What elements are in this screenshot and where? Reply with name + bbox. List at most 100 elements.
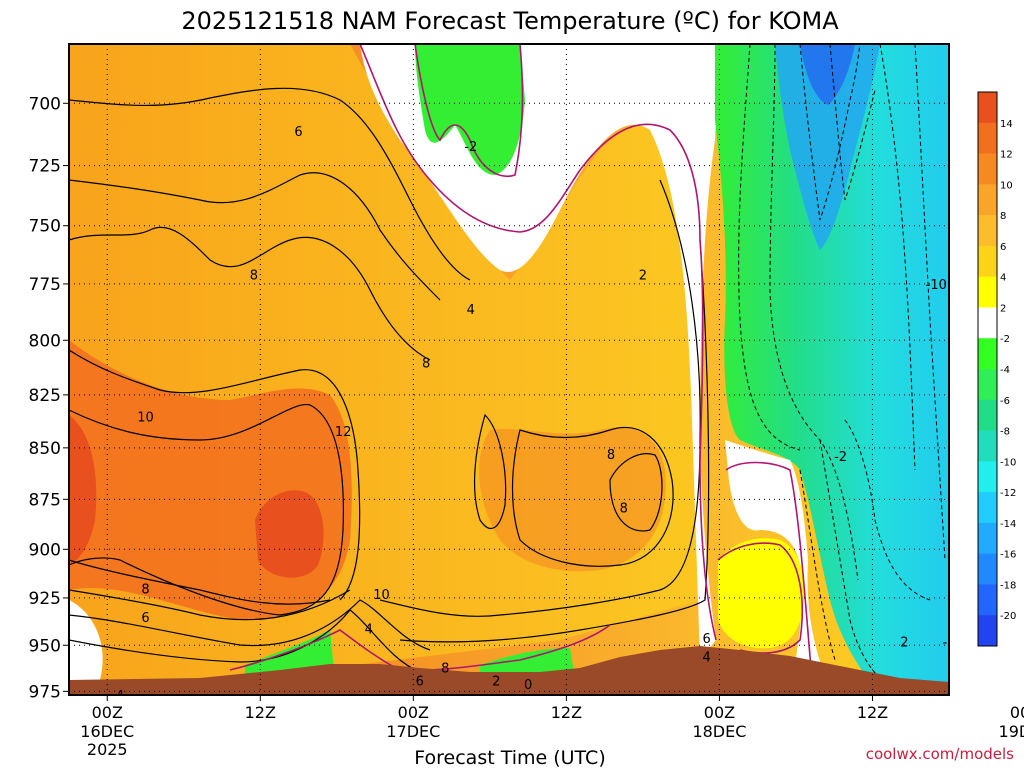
colorbar-label: -14 xyxy=(1000,519,1016,530)
x-axis: 00Z16DEC202512Z00Z17DEC12Z00Z18DEC12Z00Z… xyxy=(80,695,1024,759)
x-tick-label: 00Z xyxy=(398,703,429,722)
colorbar-label: -18 xyxy=(1000,580,1016,591)
colorbar-swatch xyxy=(978,92,997,124)
contour-label: 8 xyxy=(620,501,628,516)
contour-label: 8 xyxy=(422,356,430,371)
contour-label: 4 xyxy=(365,622,373,637)
x-tick-label: 00Z xyxy=(92,703,123,722)
colorbar-label: -20 xyxy=(1000,611,1016,622)
y-tick-label: 750 xyxy=(29,217,61,237)
y-tick-label: 725 xyxy=(29,157,61,177)
y-tick-label: 900 xyxy=(29,540,61,560)
contour-label: 6 xyxy=(416,674,424,689)
colorbar-label: 12 xyxy=(1000,150,1013,161)
colorbar-label: -4 xyxy=(1000,365,1010,376)
credit-text: coolwx.com/models xyxy=(866,745,1014,763)
x-tick-label: 00Z xyxy=(1010,703,1024,722)
contour-label: 10 xyxy=(373,588,390,603)
colorbar: 14 12 10 8 6 4 2 -2 -4 -6 -8 -10 -12 -14 -16 -18 -20 xyxy=(977,91,1016,647)
colorbar-swatch xyxy=(978,584,997,616)
colorbar-label: -10 xyxy=(1000,457,1016,468)
contour-label: 6 xyxy=(141,611,149,626)
contour-label: 8 xyxy=(441,662,449,677)
contour-label: 6 xyxy=(703,632,711,647)
terrain xyxy=(69,646,949,695)
colorbar-swatch xyxy=(978,430,997,462)
field-white-band xyxy=(360,44,720,660)
colorbar-label: -2 xyxy=(1000,334,1010,345)
colorbar-label: -8 xyxy=(1000,427,1010,438)
contour-label: 6 xyxy=(294,125,302,140)
y-tick-label: 800 xyxy=(29,331,61,351)
x-tick-label: 12Z xyxy=(857,703,888,722)
x-tick-label: 12Z xyxy=(245,703,276,722)
field-white-right xyxy=(725,440,830,690)
contour-label: 4 xyxy=(703,650,711,665)
colorbar-swatch xyxy=(978,615,997,647)
colorbar-swatch xyxy=(978,522,997,555)
colorbar-label: 14 xyxy=(1000,119,1013,130)
y-tick-label: 950 xyxy=(29,636,61,656)
colorbar-swatch xyxy=(978,307,997,339)
colorbar-swatch xyxy=(978,492,997,524)
contour-label: -6 xyxy=(943,636,956,651)
contour-label: 8 xyxy=(250,269,258,284)
contour-label: 0 xyxy=(524,678,532,693)
colorbar-label: -6 xyxy=(1000,396,1010,407)
y-tick-label: 775 xyxy=(29,275,61,295)
x-axis-label: Forecast Time (UTC) xyxy=(414,747,605,768)
colorbar-label: 4 xyxy=(1000,273,1006,284)
colorbar-label: -12 xyxy=(1000,488,1016,499)
colorbar-swatch xyxy=(978,215,997,247)
y-tick-label: 700 xyxy=(29,94,61,114)
field-white-low xyxy=(69,600,103,690)
contour-label: 2 xyxy=(492,674,500,689)
colorbar-swatch xyxy=(978,245,997,278)
y-tick-label: 875 xyxy=(29,490,61,510)
field-hot-core-left xyxy=(69,415,97,565)
colorbar-swatch xyxy=(978,461,997,493)
colorbar-swatch xyxy=(978,184,997,216)
field-cold-mass xyxy=(715,44,949,695)
x-tick-date: 18DEC xyxy=(692,722,746,741)
contour-label: 8 xyxy=(607,448,615,463)
x-tick-year: 2025 xyxy=(87,740,128,759)
contour-label: -8 xyxy=(962,580,975,595)
field-cold-deep-core xyxy=(800,44,855,105)
field-yellow-right-low xyxy=(718,538,805,649)
colorbar-swatch xyxy=(978,338,997,370)
contour-lines xyxy=(69,87,710,673)
field-cold-blue-core xyxy=(775,44,880,250)
plot-frame xyxy=(68,43,950,696)
contour-label: -2 xyxy=(834,450,847,465)
colorbar-label: 6 xyxy=(1000,242,1006,253)
x-tick-label: 00Z xyxy=(704,703,735,722)
contour-label: 2 xyxy=(900,636,908,651)
field-warm-center xyxy=(479,427,666,572)
y-tick-label: 825 xyxy=(29,386,61,406)
colorbar-label: 8 xyxy=(1000,211,1006,222)
contour-label: 10 xyxy=(137,410,154,425)
colorbar-swatch xyxy=(978,122,997,155)
y-tick-label: 925 xyxy=(29,589,61,609)
contour-label: 8 xyxy=(141,582,149,597)
x-tick-date: 19DEC xyxy=(999,722,1024,741)
contour-label: 12 xyxy=(335,425,352,440)
field-green-top xyxy=(415,44,525,175)
x-tick-date: 17DEC xyxy=(386,722,440,741)
y-tick-label: 975 xyxy=(29,682,61,702)
contour-label: 4 xyxy=(467,303,475,318)
x-tick-label: 12Z xyxy=(551,703,582,722)
field-hot-core xyxy=(255,490,324,578)
colorbar-swatch xyxy=(978,399,997,432)
contour-label: 2 xyxy=(639,269,647,284)
grid xyxy=(69,44,949,695)
colorbar-swatch xyxy=(978,369,997,401)
contour-label: -2 xyxy=(464,140,477,155)
colorbar-label: -16 xyxy=(1000,550,1016,561)
colorbar-label: 10 xyxy=(1000,180,1013,191)
chart-title: 2025121518 NAM Forecast Temperature (ºC)… xyxy=(181,7,839,35)
colorbar-swatch xyxy=(978,553,997,585)
